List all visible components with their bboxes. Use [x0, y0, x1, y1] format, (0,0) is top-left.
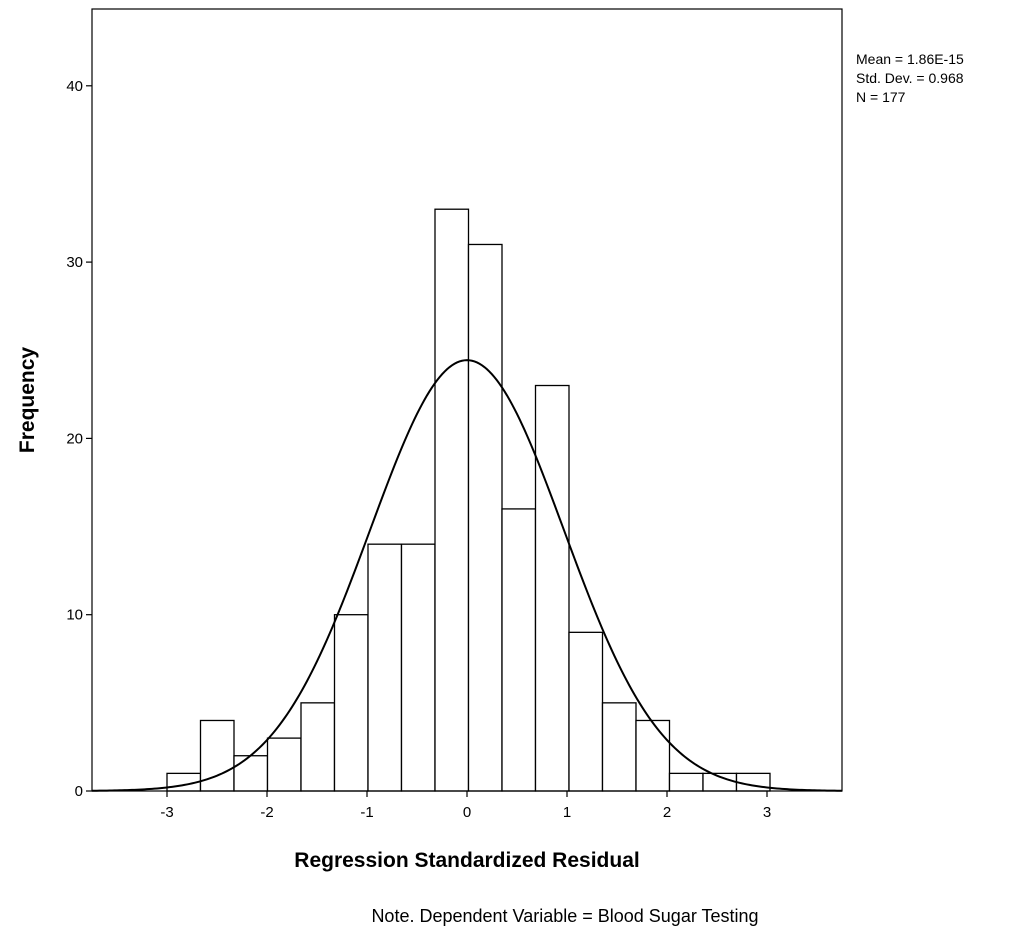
x-tick-label: -2: [260, 804, 273, 821]
histogram-bar: [233, 755, 269, 792]
histogram-bar: [601, 702, 637, 792]
stats-box: Mean = 1.86E-15 Std. Dev. = 0.968 N = 17…: [856, 51, 964, 105]
y-tick-label: 40: [66, 78, 83, 95]
x-tick-label: 1: [563, 804, 571, 821]
stats-std-dev: Std. Dev. = 0.968: [856, 70, 964, 86]
histogram-bar: [735, 772, 771, 792]
x-tick-label: 2: [663, 804, 671, 821]
y-tick-label: 0: [75, 783, 83, 800]
note-caption: Note. Dependent Variable = Blood Sugar T…: [371, 906, 758, 926]
normal-curve: [91, 359, 843, 792]
y-tick-label: 30: [66, 254, 83, 271]
x-axis: -3 -2 -1 0 1 2 3: [160, 791, 771, 821]
x-tick-label: 0: [463, 804, 471, 821]
histogram-bar: [400, 543, 436, 792]
x-tick-label: -1: [360, 804, 373, 821]
histogram-bar: [434, 208, 470, 792]
histogram-bars: [166, 208, 771, 792]
histogram-bar: [501, 508, 537, 792]
stats-mean: Mean = 1.86E-15: [856, 51, 964, 67]
x-tick-label: 3: [763, 804, 771, 821]
stats-n: N = 177: [856, 89, 906, 105]
histogram-bar: [534, 384, 570, 792]
histogram-bar: [635, 719, 671, 792]
x-axis-title: Regression Standardized Residual: [294, 849, 639, 872]
y-axis: 0 10 20 30 40: [66, 78, 92, 800]
histogram-bar: [467, 243, 503, 792]
histogram-bar: [300, 702, 336, 792]
histogram-bar: [568, 631, 604, 792]
y-axis-title: Frequency: [16, 347, 39, 454]
histogram-bar: [668, 772, 704, 792]
y-tick-label: 20: [66, 430, 83, 447]
histogram-bar: [266, 737, 302, 792]
histogram-bar: [367, 543, 403, 792]
histogram-bar: [333, 614, 369, 792]
y-tick-label: 10: [66, 607, 83, 624]
x-tick-label: -3: [160, 804, 173, 821]
